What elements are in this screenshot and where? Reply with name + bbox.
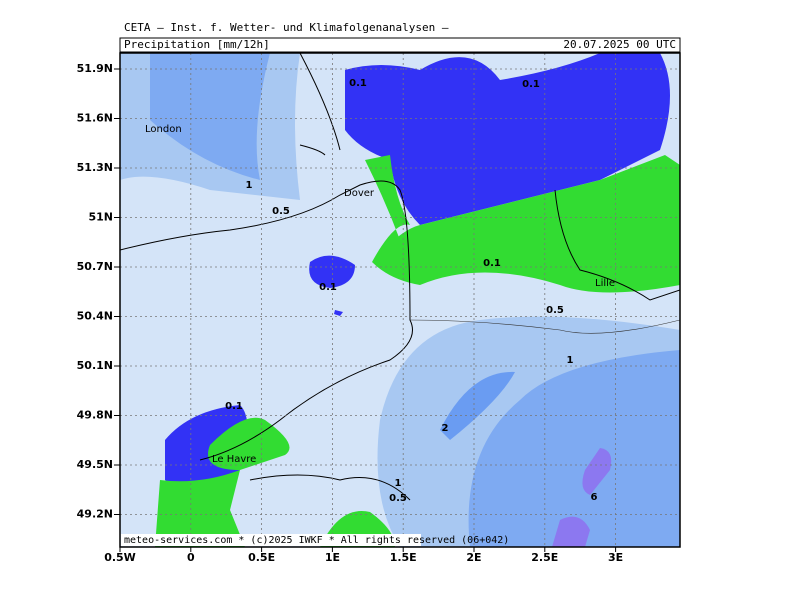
field-0.1 [334,310,343,316]
lat-tick-label: 51.9N [77,62,113,75]
field-1 [150,53,270,180]
product: Precipitation [mm/12h] [124,38,270,51]
contour-label: 0.5 [272,206,290,217]
lat-tick-label: 50.4N [77,310,113,323]
institute: CETA — Inst. f. Wetter- und Klimafolgena… [124,21,449,34]
field-2 [440,371,515,440]
place-label: Dover [344,188,375,199]
lat-tick-label: 51N [88,211,113,224]
lat-tick-label: 50.7N [77,260,113,273]
place-label: Le Havre [212,454,256,465]
lon-tick-label: 1E [325,551,340,564]
footer: meteo-services.com * (c)2025 IWKF * All … [124,535,509,546]
field-6 [582,448,612,495]
contour-label: 1 [567,355,574,366]
contour-label: 6 [591,492,598,503]
lon-tick-label: 2.5E [531,551,558,564]
contour-label: 0.1 [225,401,243,412]
lat-tick-label: 49.8N [77,409,113,422]
place-label: Lille [595,278,615,289]
contour-label: 0.1 [349,78,367,89]
lon-tick-label: 3E [608,551,623,564]
contour-label: 0.1 [319,282,337,293]
lon-tick-label: 0.5W [104,551,136,564]
lon-tick-label: 0 [187,551,195,564]
contour-label: 1 [246,180,253,191]
footer-box [121,534,421,546]
field-0.1 [309,255,355,288]
field-green [208,417,290,470]
lon-tick-label: 0.5E [248,551,275,564]
contour-label: 0.5 [389,493,407,504]
contour-label: 2 [442,423,449,434]
field-green [155,470,245,547]
coastline [299,53,341,156]
grid [120,53,680,547]
border [554,189,680,301]
lat-tick-label: 51.6N [77,112,113,125]
lon-tick-label: 1.5E [390,551,417,564]
lat-tick-label: 49.5N [77,458,113,471]
coastline [120,180,413,501]
contour-label: 1 [395,478,402,489]
lat-tick-label: 51.3N [77,161,113,174]
field-1 [468,350,680,547]
boundary [409,319,680,334]
place-label: London [145,124,182,135]
map [120,53,680,547]
field-green [372,155,680,293]
lat-tick-label: 50.1N [77,359,113,372]
contour-label: 0.5 [546,305,564,316]
lat-tick-label: 49.2N [77,508,113,521]
valid-time: 20.07.2025 00 UTC [563,38,676,51]
contour-label: 0.1 [483,258,501,269]
field-green [365,155,410,262]
contour-label: 0.1 [522,79,540,90]
header-box [119,37,681,53]
field-6 [552,516,590,547]
field-0.1 [345,53,670,225]
lon-tick-label: 2E [466,551,481,564]
map-frame [119,52,681,548]
